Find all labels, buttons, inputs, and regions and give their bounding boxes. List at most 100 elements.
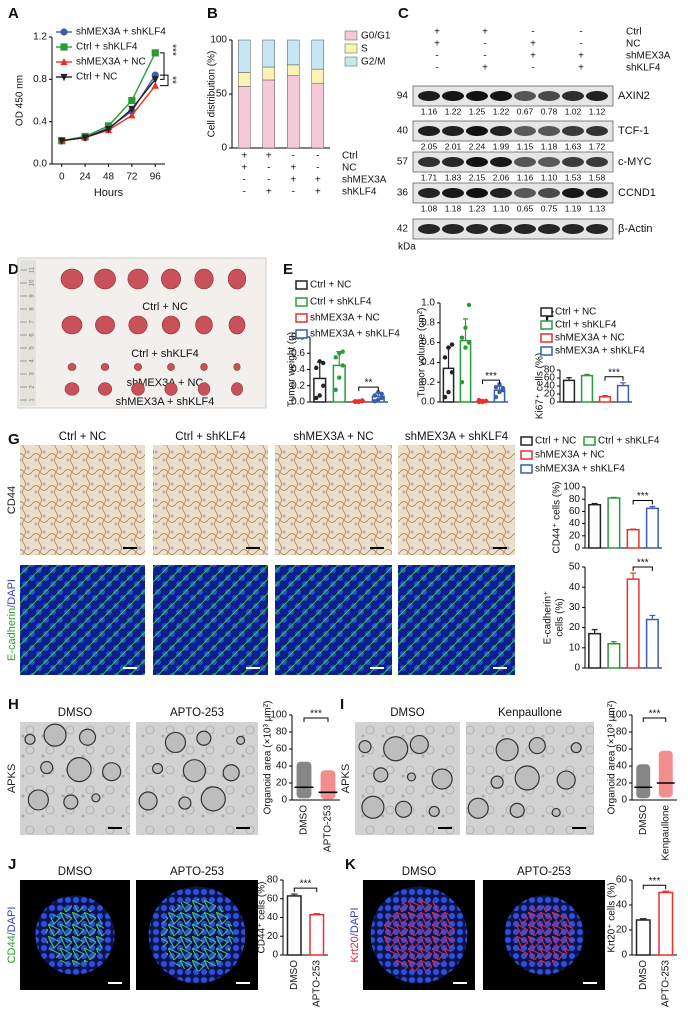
legend-swatch [295, 280, 308, 290]
error-bar [649, 505, 656, 509]
ruler-label: 8 [30, 307, 36, 311]
blot-band [562, 224, 584, 234]
organoid-stain [45, 905, 105, 965]
column-header: APTO-253 [170, 707, 224, 719]
significance-bracket [632, 566, 653, 572]
organoid [358, 740, 372, 754]
point [151, 76, 159, 84]
organoid [91, 793, 101, 803]
protein-name: c-MYC [618, 156, 652, 168]
point [497, 381, 502, 387]
significance: ** [365, 378, 373, 389]
condition-sign: + [578, 63, 584, 74]
y-tick-label: 80 [267, 875, 279, 886]
blot-strip [412, 85, 614, 107]
condition-sign: + [290, 163, 296, 174]
micrograph [398, 445, 515, 555]
condition-sign: + [482, 63, 488, 74]
point [151, 81, 159, 89]
band-quantification: 0.75 [541, 203, 558, 213]
significance: *** [485, 371, 497, 382]
blot-band [490, 224, 512, 234]
y-tick-label: 10 [569, 642, 581, 653]
significance: *** [166, 44, 177, 56]
point [483, 398, 489, 404]
blot-band [514, 224, 536, 234]
significance-bracket [160, 52, 169, 87]
molecular-weight: 42 [397, 224, 409, 235]
x-tick-label: APTO-253 [323, 805, 334, 852]
legend-swatch [295, 313, 308, 323]
condition-name: Ctrl [342, 151, 358, 162]
point [321, 383, 326, 388]
tumor [97, 382, 113, 396]
blot-band [562, 188, 584, 198]
ruler-label: 6 [30, 333, 36, 337]
significance: *** [300, 879, 312, 890]
organoid [428, 805, 440, 818]
blot-band [586, 91, 608, 101]
significance: ** [166, 76, 177, 84]
blot-strip [412, 151, 614, 173]
condition-sign: + [530, 39, 536, 50]
condition-sign: - [579, 27, 582, 38]
ruler-label: 7 [30, 320, 36, 324]
row-label: CD44 [6, 486, 18, 514]
y-tick-label: 0 [621, 950, 627, 961]
blot-band [466, 126, 488, 136]
blot-band [466, 157, 488, 167]
condition-sign: - [267, 175, 270, 186]
y-tick-label: 50 [216, 89, 228, 100]
blot-band [586, 224, 608, 234]
bar [588, 503, 602, 549]
significance: *** [649, 876, 661, 887]
point [337, 351, 342, 356]
row-label-part: Krt20 [349, 936, 361, 962]
error-bar [620, 382, 626, 386]
bar [645, 618, 659, 669]
point [128, 105, 136, 114]
organoid [222, 764, 240, 782]
point [333, 387, 338, 393]
point [497, 389, 502, 395]
band-quantification: 1.22 [493, 106, 510, 116]
tumor [127, 268, 149, 290]
legend-label: shMEX3A + NC [555, 333, 625, 344]
bar [626, 528, 640, 549]
organoid [490, 775, 504, 789]
band-quantification: 1.22 [445, 106, 462, 116]
point [500, 385, 506, 391]
blot-band [442, 224, 464, 234]
point [337, 375, 342, 380]
error-bar [639, 918, 647, 920]
y-tick-label: 0.0 [33, 159, 47, 170]
y-tick-label: 0.6 [421, 337, 435, 348]
point [314, 365, 319, 371]
bar [616, 384, 630, 403]
legend-swatch [344, 30, 358, 41]
y-tick-label: 20 [616, 925, 628, 936]
organoid [570, 742, 582, 754]
y-tick-label: 0 [574, 543, 580, 554]
tumor [131, 382, 145, 396]
point [340, 363, 345, 368]
panel-label: A [8, 5, 19, 22]
tumor [134, 363, 142, 371]
column-header: shMEX3A + shKLF4 [405, 431, 509, 443]
band-quantification: 1.23 [469, 203, 486, 213]
band-quantification: 2.06 [493, 172, 510, 182]
molecular-weight: 94 [397, 91, 409, 102]
bar [658, 891, 674, 956]
bar-segment [311, 68, 324, 84]
legend-swatch [540, 320, 553, 330]
y-tick-label: 0.4 [291, 364, 305, 375]
protein-name: CCND1 [618, 187, 656, 199]
y-tick-label: 40 [569, 518, 581, 529]
ruler-label: 1 [30, 398, 36, 402]
significance-bracket [642, 717, 667, 722]
error-bar [591, 629, 598, 634]
x-tick-label: APTO-253 [660, 960, 671, 1007]
legend-swatch [540, 333, 553, 343]
bar [635, 919, 651, 956]
row-label-part: CD44 [6, 486, 18, 514]
